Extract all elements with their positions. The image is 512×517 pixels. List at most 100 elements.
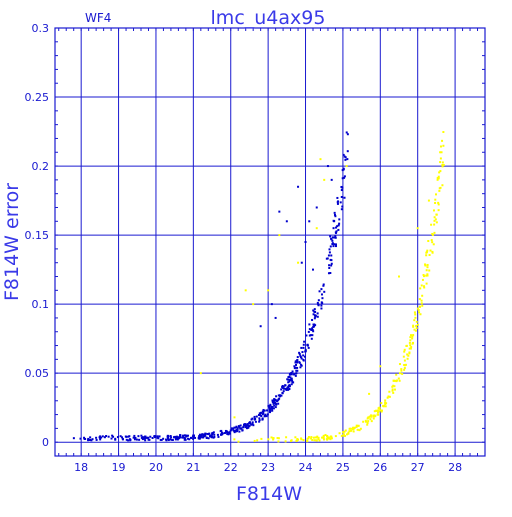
data-point: [377, 413, 380, 416]
data-point: [202, 436, 205, 439]
data-point: [402, 355, 405, 358]
data-point: [187, 434, 190, 437]
data-point: [362, 420, 365, 423]
data-point: [281, 386, 284, 389]
data-point: [269, 411, 272, 414]
data-point: [423, 285, 426, 288]
data-point: [410, 346, 413, 349]
data-point: [216, 433, 219, 436]
data-point: [287, 388, 290, 391]
data-point: [441, 184, 444, 187]
data-point: [276, 400, 279, 403]
data-point: [335, 230, 338, 233]
data-point: [437, 201, 440, 204]
data-point: [210, 436, 213, 439]
data-point: [442, 144, 445, 147]
data-point: [236, 429, 239, 432]
data-point: [233, 431, 236, 434]
data-point: [432, 243, 435, 246]
data-point: [342, 434, 345, 437]
data-point: [433, 223, 436, 226]
data-point: [295, 369, 298, 372]
data-point: [305, 334, 308, 337]
data-point: [434, 201, 437, 204]
data-point: [311, 328, 314, 331]
data-point: [233, 416, 236, 419]
data-point: [124, 435, 127, 438]
data-point: [149, 435, 152, 438]
data-point: [101, 435, 104, 438]
data-point: [331, 239, 334, 242]
x-tick-label: 22: [224, 461, 238, 474]
data-point: [393, 385, 396, 388]
data-point: [441, 164, 444, 167]
data-point: [140, 436, 143, 439]
data-point: [300, 346, 303, 349]
data-point: [411, 335, 414, 338]
data-point: [297, 185, 300, 188]
data-point: [439, 151, 442, 154]
data-point: [359, 427, 362, 430]
data-point: [272, 437, 275, 440]
data-point: [279, 395, 282, 398]
data-point: [431, 233, 434, 236]
data-point: [79, 437, 82, 440]
data-point: [304, 350, 307, 353]
data-point: [284, 387, 287, 390]
data-point: [392, 379, 395, 382]
data-point: [312, 323, 315, 326]
data-point: [391, 388, 394, 391]
data-point: [306, 437, 309, 440]
data-point: [340, 189, 343, 192]
data-point: [358, 429, 361, 432]
data-point: [112, 435, 115, 438]
data-point: [398, 275, 400, 278]
data-point: [283, 387, 286, 390]
data-point: [310, 436, 313, 439]
data-point: [300, 261, 303, 264]
data-point: [251, 421, 254, 424]
data-point: [376, 411, 379, 414]
data-point: [265, 415, 268, 418]
data-point: [288, 379, 291, 382]
data-point: [416, 323, 419, 326]
data-point: [224, 429, 227, 432]
data-point: [364, 419, 367, 422]
data-point: [302, 359, 305, 362]
data-point: [343, 176, 346, 179]
data-point: [342, 167, 345, 170]
data-point: [295, 363, 298, 366]
data-point: [90, 439, 93, 442]
data-point: [321, 297, 324, 300]
data-point: [309, 334, 312, 337]
data-point: [345, 131, 348, 134]
data-point: [303, 340, 306, 343]
data-point: [135, 438, 138, 441]
data-point: [245, 427, 248, 430]
data-point: [411, 337, 414, 340]
data-point: [372, 414, 375, 417]
data-point: [233, 430, 236, 433]
data-point: [411, 342, 414, 345]
data-point: [271, 405, 274, 408]
data-point: [313, 314, 316, 317]
data-point: [301, 351, 304, 354]
data-point: [220, 432, 223, 435]
data-point: [428, 254, 431, 257]
data-point: [272, 407, 275, 410]
data-point: [288, 387, 291, 390]
data-point: [248, 425, 251, 428]
data-point: [325, 438, 328, 441]
data-point: [278, 234, 281, 237]
data-point: [366, 423, 369, 426]
data-point: [322, 435, 325, 438]
data-point: [140, 434, 143, 437]
data-point: [170, 438, 173, 441]
data-point: [409, 347, 412, 350]
data-point: [330, 178, 333, 181]
data-point: [290, 373, 293, 376]
data-point: [340, 434, 343, 437]
data-point: [341, 177, 344, 180]
x-tick-label: 27: [411, 461, 425, 474]
data-point: [225, 430, 228, 433]
